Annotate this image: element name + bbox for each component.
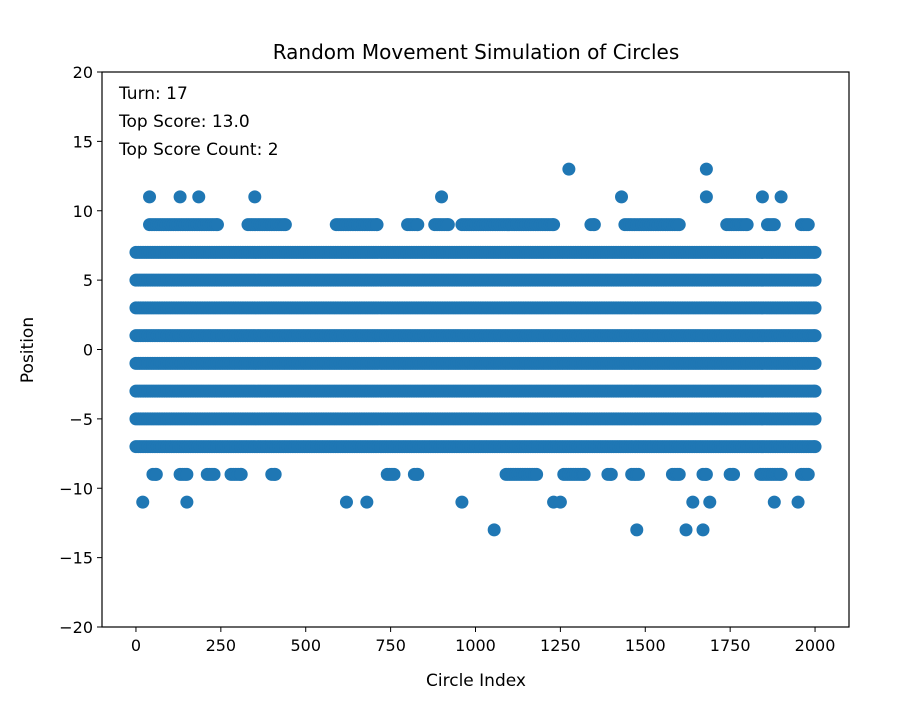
data-point — [360, 495, 374, 509]
y-tick-label: −15 — [59, 549, 93, 568]
x-tick-label: 0 — [131, 636, 141, 655]
data-point — [774, 190, 788, 204]
data-point — [699, 162, 713, 176]
data-point — [808, 245, 822, 259]
data-point — [487, 523, 501, 537]
data-point — [207, 467, 221, 481]
data-point — [767, 495, 781, 509]
data-point — [672, 467, 686, 481]
data-point — [808, 440, 822, 454]
data-point — [435, 190, 449, 204]
turn-annotation: Turn: 17 — [118, 84, 188, 104]
data-point — [630, 523, 644, 537]
data-point — [411, 467, 425, 481]
chart-title: Random Movement Simulation of Circles — [273, 40, 680, 64]
data-point — [686, 495, 700, 509]
data-point — [699, 190, 713, 204]
data-point — [755, 190, 769, 204]
data-point — [703, 495, 717, 509]
data-point — [696, 523, 710, 537]
data-point — [679, 523, 693, 537]
y-tick-label: 0 — [83, 341, 93, 360]
x-tick-label: 2000 — [795, 636, 836, 655]
data-point — [774, 467, 788, 481]
x-tick-label: 750 — [375, 636, 406, 655]
data-point — [699, 467, 713, 481]
data-point — [727, 467, 741, 481]
data-point — [577, 467, 591, 481]
data-point — [801, 467, 815, 481]
x-tick-label: 250 — [206, 636, 237, 655]
data-point — [767, 218, 781, 232]
data-point — [808, 329, 822, 343]
data-point — [180, 467, 194, 481]
data-point — [387, 467, 401, 481]
y-tick-label: −5 — [69, 410, 93, 429]
data-point — [268, 467, 282, 481]
y-tick-label: −20 — [59, 618, 93, 637]
data-point — [604, 467, 618, 481]
y-axis-ticks: −20 −15 −10 −5 0 5 10 15 20 — [59, 63, 102, 637]
data-point — [808, 384, 822, 398]
data-point — [411, 218, 425, 232]
x-tick-label: 1750 — [710, 636, 751, 655]
data-point — [278, 218, 292, 232]
data-point — [631, 467, 645, 481]
data-point — [740, 218, 754, 232]
data-point — [672, 218, 686, 232]
x-tick-label: 1500 — [625, 636, 666, 655]
top-score-annotation: Top Score: 13.0 — [118, 112, 250, 132]
data-point — [234, 467, 248, 481]
y-tick-label: 20 — [73, 63, 93, 82]
data-point — [587, 218, 601, 232]
data-point — [801, 218, 815, 232]
x-tick-label: 500 — [290, 636, 321, 655]
top-score-count-annotation: Top Score Count: 2 — [118, 140, 279, 160]
data-point — [173, 190, 187, 204]
data-point — [192, 190, 206, 204]
data-point — [615, 190, 629, 204]
y-tick-label: 10 — [73, 202, 93, 221]
data-points — [129, 162, 822, 537]
data-point — [455, 495, 469, 509]
x-tick-label: 1000 — [455, 636, 496, 655]
data-point — [143, 190, 157, 204]
data-point — [441, 218, 455, 232]
data-point — [562, 162, 576, 176]
data-point — [136, 495, 150, 509]
data-point — [530, 467, 544, 481]
data-point — [547, 218, 561, 232]
data-point — [553, 495, 567, 509]
data-point — [808, 412, 822, 426]
data-point — [339, 495, 353, 509]
data-point — [370, 218, 384, 232]
data-point — [808, 301, 822, 315]
data-point — [149, 467, 163, 481]
data-point — [210, 218, 224, 232]
data-point — [808, 273, 822, 287]
data-point — [791, 495, 805, 509]
data-point — [180, 495, 194, 509]
y-axis-label: Position — [18, 317, 38, 383]
y-tick-label: −10 — [59, 479, 93, 498]
y-tick-label: 5 — [83, 271, 93, 290]
x-axis-label: Circle Index — [426, 671, 526, 691]
y-tick-label: 15 — [73, 132, 93, 151]
data-point — [808, 356, 822, 370]
x-tick-label: 1250 — [540, 636, 581, 655]
x-axis-ticks: 0 250 500 750 1000 1250 1500 1750 2000 — [131, 627, 836, 655]
data-point — [248, 190, 262, 204]
